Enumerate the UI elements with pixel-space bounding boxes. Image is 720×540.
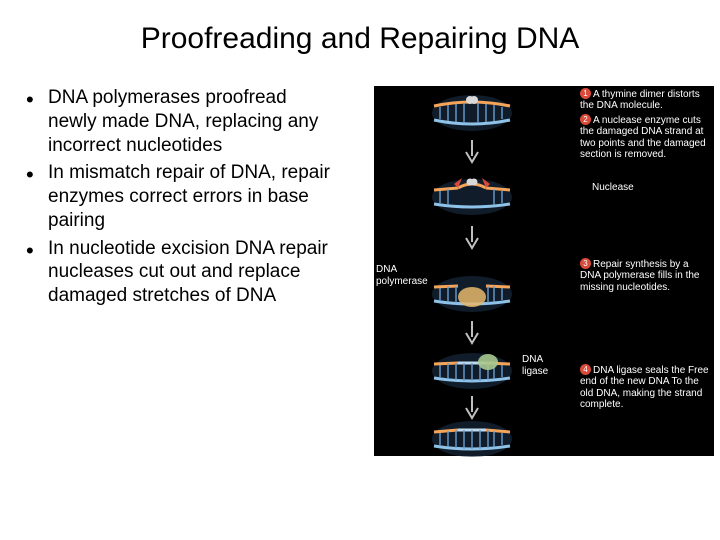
dna-stage-1: [428, 90, 516, 136]
step-text: DNA ligase seals the Free end of the new…: [580, 365, 709, 411]
bullet-item: DNA polymerases proofread newly made DNA…: [18, 86, 338, 157]
step-2b: Nuclease: [592, 182, 712, 194]
label-polymerase: DNA polymerase: [376, 264, 428, 287]
step-circle-icon: 2: [580, 114, 591, 125]
step-1: 1A thymine dimer distorts the DNA molecu…: [580, 88, 708, 112]
dna-stage-3: [428, 271, 516, 317]
diagram: DNA polymerase DNA ligase 1A thymine dim…: [348, 86, 710, 312]
step-2: 2A nuclease enzyme cuts the damaged DNA …: [580, 114, 714, 161]
arrow-icon: [464, 226, 480, 250]
step-text: A thymine dimer distorts the DNA molecul…: [580, 89, 700, 112]
bullet-item: In mismatch repair of DNA, repair enzyme…: [18, 161, 338, 232]
label-ligase: DNA ligase: [522, 354, 548, 377]
step-circle-icon: 1: [580, 88, 591, 99]
bullet-item: In nucleotide excision DNA repair nuclea…: [18, 237, 338, 308]
content-row: DNA polymerases proofread newly made DNA…: [0, 56, 720, 312]
step-circle-icon: 4: [580, 364, 591, 375]
step-text: A nuclease enzyme cuts the damaged DNA s…: [580, 115, 706, 161]
arrow-icon: [464, 396, 480, 420]
step-circle-icon: 3: [580, 258, 591, 269]
arrow-icon: [464, 140, 480, 164]
dna-stage-2: [428, 174, 516, 220]
dna-stage-5: [428, 416, 516, 462]
arrow-icon: [464, 321, 480, 345]
page-title: Proofreading and Repairing DNA: [0, 0, 720, 56]
bullet-list: DNA polymerases proofread newly made DNA…: [18, 86, 338, 312]
step-3: 3Repair synthesis by a DNA polymerase fi…: [580, 258, 708, 293]
step-text: Repair synthesis by a DNA polymerase fil…: [580, 259, 700, 293]
step-4: 4DNA ligase seals the Free end of the ne…: [580, 364, 714, 411]
dna-stage-4: [428, 348, 516, 394]
